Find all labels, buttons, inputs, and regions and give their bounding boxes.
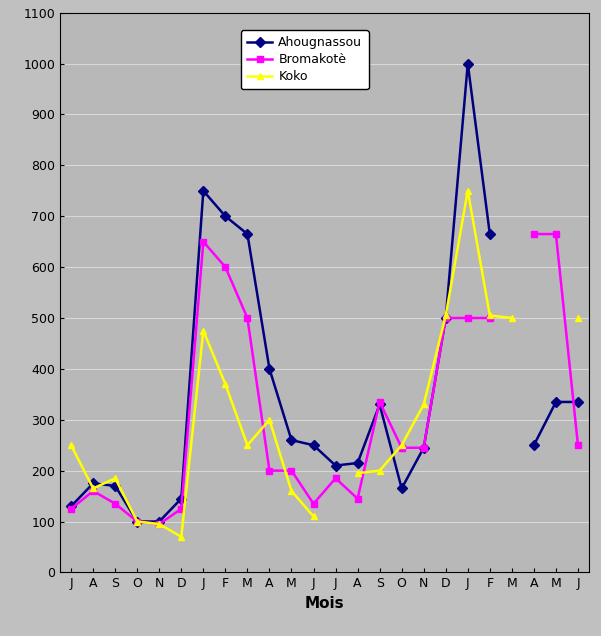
- Bromakotè: [222, 263, 229, 271]
- Bromakotè: [420, 444, 427, 452]
- Ahougnassou: [266, 365, 273, 373]
- Bromakotè: [200, 238, 207, 245]
- Koko: [67, 441, 75, 449]
- Bromakotè: [376, 398, 383, 406]
- Ahougnassou: [222, 212, 229, 220]
- Koko: [112, 474, 119, 482]
- Ahougnassou: [67, 502, 75, 510]
- Ahougnassou: [90, 480, 97, 487]
- Ahougnassou: [398, 485, 405, 492]
- Bromakotè: [464, 314, 471, 322]
- Ahougnassou: [486, 230, 493, 238]
- Bromakotè: [332, 474, 339, 482]
- Ahougnassou: [244, 230, 251, 238]
- Koko: [156, 520, 163, 528]
- Ahougnassou: [310, 441, 317, 449]
- X-axis label: Mois: Mois: [305, 596, 344, 611]
- Koko: [288, 487, 295, 495]
- Bromakotè: [156, 520, 163, 528]
- Bromakotè: [178, 505, 185, 513]
- Ahougnassou: [200, 187, 207, 195]
- Ahougnassou: [420, 444, 427, 452]
- Koko: [310, 513, 317, 520]
- Ahougnassou: [112, 482, 119, 490]
- Bromakotè: [442, 314, 450, 322]
- Koko: [244, 441, 251, 449]
- Ahougnassou: [288, 436, 295, 444]
- Koko: [200, 327, 207, 335]
- Koko: [266, 416, 273, 424]
- Bromakotè: [133, 518, 141, 525]
- Ahougnassou: [442, 314, 450, 322]
- Bromakotè: [398, 444, 405, 452]
- Bromakotè: [67, 505, 75, 513]
- Bromakotè: [354, 495, 361, 502]
- Bromakotè: [486, 314, 493, 322]
- Ahougnassou: [133, 518, 141, 525]
- Line: Bromakotè: Bromakotè: [68, 238, 493, 527]
- Koko: [178, 533, 185, 541]
- Ahougnassou: [156, 518, 163, 525]
- Koko: [90, 485, 97, 492]
- Bromakotè: [112, 500, 119, 508]
- Bromakotè: [310, 500, 317, 508]
- Bromakotè: [266, 467, 273, 474]
- Bromakotè: [90, 487, 97, 495]
- Ahougnassou: [464, 60, 471, 67]
- Ahougnassou: [376, 401, 383, 408]
- Legend: Ahougnassou, Bromakotè, Koko: Ahougnassou, Bromakotè, Koko: [241, 30, 368, 89]
- Line: Ahougnassou: Ahougnassou: [68, 60, 493, 525]
- Bromakotè: [244, 314, 251, 322]
- Ahougnassou: [178, 495, 185, 502]
- Koko: [222, 380, 229, 388]
- Koko: [133, 518, 141, 525]
- Ahougnassou: [354, 459, 361, 467]
- Bromakotè: [288, 467, 295, 474]
- Line: Koko: Koko: [68, 328, 317, 540]
- Ahougnassou: [332, 462, 339, 469]
